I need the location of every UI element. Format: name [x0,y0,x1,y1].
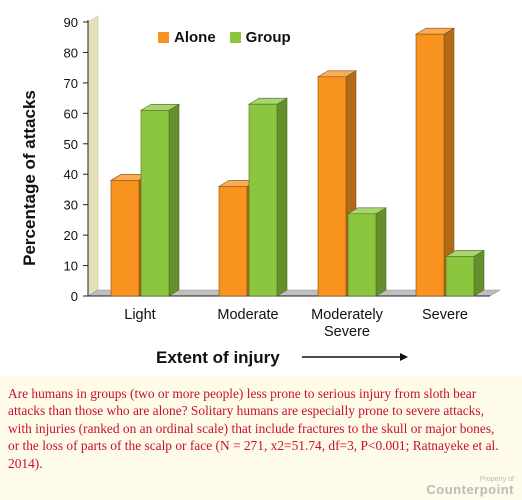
bar-group-moderate [248,103,278,297]
bar-group-moderately-severe [347,213,377,297]
legend-swatch-alone [158,32,169,43]
y-tick-label: 10 [64,259,78,274]
x-axis-arrow-icon [302,353,408,361]
legend-swatch-group [229,32,241,43]
bar-alone-light [110,180,140,297]
bar-side-group-moderate [276,97,288,297]
bar-side-group-severe [473,249,485,297]
legend-item-group: Group [229,29,291,46]
x-tick-label: Moderately [311,307,383,323]
left-wall [87,15,99,297]
bar-side-group-moderately-severe [375,207,387,297]
watermark-line2: Counterpoint [426,482,514,497]
figure-caption: Are humans in groups (two or more people… [8,386,499,471]
y-tick-label: 40 [64,167,78,182]
y-axis-title: Percentage of attacks [20,90,39,266]
x-axis-title: Extent of injury [156,348,280,367]
bar-alone-severe [415,33,445,297]
bar-group-severe [445,256,475,297]
bar-side-group-light [168,103,180,297]
y-tick-label: 50 [64,137,78,152]
legend-item-alone: Alone [158,29,216,46]
legend-label-group: Group [245,29,291,46]
bar-chart: 0 10 20 30 40 50 60 70 80 90 Light Moderate Moderate… [64,15,502,340]
y-tick-label: 0 [71,289,78,304]
watermark-logo: Property of Counterpoint [426,476,514,496]
y-tick-label: 80 [64,45,78,60]
legend: Alone Group [158,29,291,46]
y-tick-label: 30 [64,198,78,213]
bar-group-light [140,109,170,297]
x-tick-label: Severe [324,324,370,340]
chart-area: 0 10 20 30 40 50 60 70 80 90 Light Moderate Moderate… [0,0,522,376]
y-tick-label: 90 [64,15,78,30]
y-tick-label: 70 [64,76,78,91]
x-tick-label: Severe [422,307,468,323]
y-tick-label: 60 [64,106,78,121]
bar-alone-moderate [218,186,248,297]
legend-label-alone: Alone [174,29,216,46]
x-tick-label: Moderate [217,307,278,323]
bar-alone-moderately-severe [317,76,347,297]
y-tick-label: 20 [64,228,78,243]
watermark-line1: Property of [479,476,514,483]
x-tick-label: Light [124,307,155,323]
